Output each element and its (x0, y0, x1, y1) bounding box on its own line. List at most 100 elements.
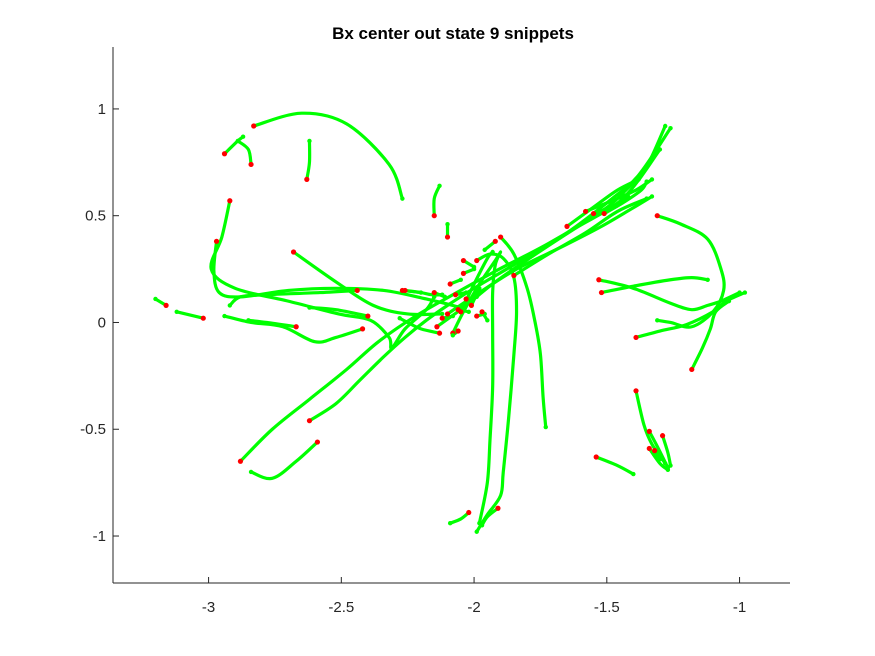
trajectory-start-point-28 (596, 277, 602, 283)
y-tick-label: -1 (93, 528, 106, 545)
trajectory-end-point-54 (477, 286, 482, 291)
trajectory-end-point-37 (479, 523, 485, 528)
trajectory-line-14 (175, 310, 205, 320)
trajectory-start-point-56 (452, 292, 459, 298)
trajectory-start-point-39 (593, 454, 599, 460)
trajectory-start-point-50 (463, 296, 469, 302)
trajectory-start-point-11 (365, 313, 371, 319)
trajectory-line-31 (690, 299, 731, 372)
trajectory-end-point-34 (490, 249, 495, 255)
trajectory-end-point-1 (400, 196, 405, 201)
trajectory-end-point-50 (474, 294, 479, 300)
trajectory-end-point-10 (227, 303, 233, 308)
trajectory-end-point-9 (440, 311, 445, 317)
trajectory-end-point-24 (625, 194, 631, 199)
trajectory-end-point-14 (174, 309, 179, 314)
trajectory-start-point-31 (689, 366, 695, 373)
axes: -3 -2.5 -2 -1.5 -1 -1 -0.5 0 0.5 1 (80, 47, 790, 616)
trajectory-end-point-58 (482, 247, 487, 253)
trajectory-start-point-7 (227, 198, 233, 204)
trajectory-line-43 (660, 434, 673, 468)
y-tick-label: 1 (98, 101, 106, 118)
trajectory-start-point-44 (652, 448, 658, 454)
trajectory-end-point-27 (655, 318, 660, 323)
trajectory-start-point-32 (498, 234, 504, 240)
trajectory-line-13 (246, 318, 298, 329)
trajectory-line-17 (398, 316, 442, 335)
trajectory-line-19 (307, 126, 673, 423)
y-tick-label: -0.5 (80, 421, 106, 438)
x-tick-label: -2.5 (328, 599, 354, 616)
trajectory-end-point-55 (485, 318, 490, 323)
trajectory-end-point-28 (737, 290, 742, 295)
chart-title: Bx center out state 9 snippets (332, 24, 574, 43)
trajectory-line-24 (591, 194, 630, 216)
trajectory-end-point-12 (222, 313, 227, 319)
trajectory-start-point-30 (633, 334, 639, 341)
trajectory-endpoints (153, 123, 748, 534)
trajectory-start-point-5 (431, 213, 437, 219)
trajectory-end-point-46 (442, 294, 448, 300)
trajectory-lines (153, 111, 747, 534)
y-tick-label: 0.5 (85, 208, 106, 225)
trajectory-end-point-42 (665, 467, 671, 473)
trajectory-end-point-29 (705, 277, 710, 282)
trajectory-line-35 (475, 252, 519, 534)
trajectory-start-point-24 (590, 210, 597, 217)
trajectory-line-38 (249, 440, 320, 481)
trajectory-end-point-17 (397, 316, 402, 321)
trajectory-start-point-57 (460, 257, 467, 264)
trajectory-start-point-12 (359, 326, 366, 332)
trajectory-start-point-40 (633, 388, 639, 394)
trajectory-end-point-39 (631, 471, 636, 477)
trajectory-line-39 (594, 455, 635, 476)
trajectory-end-point-49 (466, 309, 471, 314)
trajectory-end-point-52 (450, 313, 456, 319)
trajectory-start-point-17 (436, 330, 443, 336)
trajectory-line-33 (451, 250, 503, 525)
trajectory-start-point-20 (434, 324, 440, 330)
trajectory-start-point-53 (455, 328, 461, 334)
trajectory-start-point-8 (213, 238, 220, 244)
trajectory-end-point-6 (445, 222, 450, 227)
trajectory-start-point-45 (399, 287, 405, 294)
trajectory-end-point-53 (450, 333, 456, 338)
trajectory-start-point-14 (200, 315, 206, 321)
trajectory-start-point-54 (468, 302, 475, 308)
trajectory-start-point-42 (646, 445, 652, 452)
trajectory-end-point-23 (649, 177, 655, 182)
trajectory-start-point-10 (354, 287, 360, 294)
trajectory-line-8 (212, 239, 463, 310)
trajectory-line-1 (252, 111, 404, 201)
trajectory-start-point-48 (460, 270, 467, 276)
trajectory-start-point-23 (582, 208, 589, 215)
trajectory-line-29 (599, 276, 710, 295)
trajectory-start-point-37 (495, 505, 501, 511)
trajectory-end-point-19 (668, 125, 673, 131)
trajectory-start-point-6 (444, 234, 451, 240)
trajectory-start-point-41 (646, 428, 652, 434)
trajectory-start-point-36 (466, 509, 472, 516)
trajectory-line-10 (228, 288, 359, 307)
trajectory-start-point-47 (447, 281, 453, 287)
trajectory-end-point-30 (742, 290, 748, 295)
trajectory-end-point-57 (471, 264, 477, 270)
trajectory-start-point-58 (492, 238, 498, 244)
trajectory-start-point-43 (659, 433, 666, 439)
plot-area (153, 111, 748, 534)
trajectory-start-point-3 (248, 161, 254, 168)
trajectory-end-point-26 (644, 196, 649, 201)
trajectory-start-point-9 (290, 249, 297, 255)
trajectory-start-point-21 (444, 311, 451, 317)
trajectory-end-point-2 (240, 134, 246, 139)
x-tick-label: -1.5 (594, 599, 620, 616)
trajectory-end-point-25 (644, 179, 649, 184)
x-tick-label: -1 (733, 599, 746, 616)
trajectory-start-point-4 (304, 176, 310, 182)
trajectory-end-point-45 (418, 290, 424, 295)
trajectory-end-point-31 (726, 298, 732, 304)
trajectory-start-point-29 (598, 289, 605, 296)
trajectory-end-point-11 (307, 305, 312, 310)
trajectory-line-32 (499, 235, 548, 429)
